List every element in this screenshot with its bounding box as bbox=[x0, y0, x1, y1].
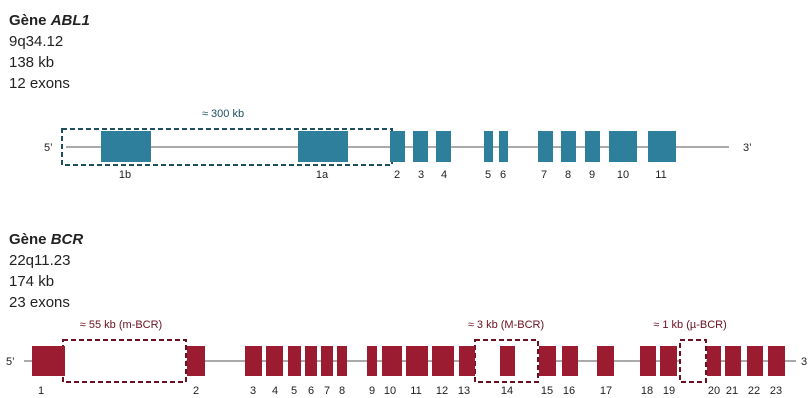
abl1-exon-label: 10 bbox=[617, 169, 629, 181]
bcr-region-label: ≈ 1 kb (µ-BCR) bbox=[653, 319, 727, 331]
bcr-exon-label: 23 bbox=[770, 385, 782, 397]
bcr-three-prime-label: 3 bbox=[801, 356, 807, 368]
abl1-size: 138 kb bbox=[9, 54, 55, 71]
abl1-exon-4 bbox=[436, 131, 451, 162]
bcr-exon-label: 20 bbox=[708, 385, 720, 397]
abl1-exon-label: 9 bbox=[589, 169, 595, 181]
bcr-size: 174 kb bbox=[9, 273, 55, 290]
bcr-exon-23 bbox=[768, 346, 785, 376]
abl1-exon-11 bbox=[648, 131, 676, 162]
bcr-exon-label: 12 bbox=[436, 385, 448, 397]
bcr-exon-label: 3 bbox=[250, 385, 256, 397]
bcr-exon-8 bbox=[337, 346, 347, 376]
abl1-exon-label: 1a bbox=[316, 169, 329, 181]
abl1-exon-label: 7 bbox=[541, 169, 547, 181]
bcr-exon-label: 8 bbox=[339, 385, 345, 397]
abl1-five-prime-label: 5’ bbox=[44, 142, 53, 154]
bcr-exon-19 bbox=[660, 346, 677, 376]
bcr-exon-label: 1 bbox=[38, 385, 44, 397]
bcr-exon-18 bbox=[640, 346, 656, 376]
abl1-exon-10 bbox=[609, 131, 637, 162]
abl1-exon-6 bbox=[499, 131, 508, 162]
abl1-exon-label: 3 bbox=[418, 169, 424, 181]
bcr-exon-label: 17 bbox=[600, 385, 612, 397]
bcr-gene-name: BCR bbox=[50, 231, 84, 248]
bcr-breakpoint-region bbox=[62, 339, 187, 383]
abl1-exon-1b bbox=[101, 131, 151, 162]
bcr-exon-16 bbox=[562, 346, 578, 376]
bcr-exon-15 bbox=[539, 346, 556, 376]
abl1-exon-2 bbox=[390, 131, 405, 162]
bcr-exon-label: 19 bbox=[663, 385, 675, 397]
bcr-exon-12 bbox=[432, 346, 454, 376]
bcr-five-prime-label: 5’ bbox=[6, 356, 15, 368]
bcr-title: Gène BCR bbox=[9, 229, 83, 250]
bcr-exon-21 bbox=[725, 346, 741, 376]
bcr-exon-label: 2 bbox=[193, 385, 199, 397]
bcr-exon-5 bbox=[288, 346, 301, 376]
abl1-exon-label: 6 bbox=[500, 169, 506, 181]
abl1-exon-label: 1b bbox=[119, 169, 131, 181]
bcr-exon-1 bbox=[32, 346, 65, 376]
bcr-exon-label: 14 bbox=[501, 385, 513, 397]
abl1-title-prefix: Gène bbox=[9, 12, 51, 29]
bcr-info: Gène BCR 22q11.23 174 kb 23 exons bbox=[9, 229, 83, 313]
bcr-exon-label: 9 bbox=[369, 385, 375, 397]
bcr-exon-label: 13 bbox=[458, 385, 470, 397]
bcr-title-prefix: Gène bbox=[9, 231, 51, 248]
bcr-exon-label: 18 bbox=[641, 385, 653, 397]
bcr-exon-17 bbox=[597, 346, 614, 376]
bcr-exon-label: 5 bbox=[291, 385, 297, 397]
abl1-exon-7 bbox=[538, 131, 553, 162]
abl1-title: Gène ABL1 bbox=[9, 10, 90, 31]
bcr-exon-label: 6 bbox=[308, 385, 314, 397]
abl1-exon-5 bbox=[484, 131, 493, 162]
bcr-exon-label: 22 bbox=[748, 385, 760, 397]
abl1-gene-name: ABL1 bbox=[50, 12, 90, 29]
bcr-exon-label: 21 bbox=[726, 385, 738, 397]
bcr-exon-14 bbox=[500, 346, 515, 376]
abl1-exon-8 bbox=[561, 131, 576, 162]
abl1-exon-count: 12 exons bbox=[9, 75, 70, 92]
bcr-exon-label: 16 bbox=[563, 385, 575, 397]
abl1-exon-label: 4 bbox=[441, 169, 447, 181]
abl1-exon-9 bbox=[585, 131, 600, 162]
bcr-exon-label: 7 bbox=[324, 385, 330, 397]
bcr-exon-20 bbox=[707, 346, 721, 376]
abl1-info: Gène ABL1 9q34.12 138 kb 12 exons bbox=[9, 10, 90, 94]
bcr-exon-9 bbox=[367, 346, 377, 376]
bcr-locus: 22q11.23 bbox=[9, 252, 71, 269]
abl1-exon-1a bbox=[298, 131, 348, 162]
bcr-exon-4 bbox=[266, 346, 283, 376]
bcr-region-label: ≈ 55 kb (m-BCR) bbox=[80, 319, 162, 331]
bcr-exon-count: 23 exons bbox=[9, 294, 70, 311]
bcr-exon-label: 4 bbox=[272, 385, 278, 397]
bcr-exon-label: 10 bbox=[384, 385, 396, 397]
bcr-exon-7 bbox=[321, 346, 333, 376]
bcr-exon-label: 11 bbox=[410, 385, 421, 397]
abl1-three-prime-label: 3’ bbox=[743, 142, 752, 154]
abl1-locus: 9q34.12 bbox=[9, 33, 64, 50]
abl1-exon-label: 11 bbox=[655, 169, 666, 181]
bcr-exon-10 bbox=[382, 346, 402, 376]
bcr-exon-22 bbox=[747, 346, 763, 376]
abl1-exon-label: 8 bbox=[565, 169, 571, 181]
abl1-region-label: ≈ 300 kb bbox=[202, 108, 244, 120]
bcr-exon-11 bbox=[406, 346, 428, 376]
bcr-exon-3 bbox=[245, 346, 262, 376]
bcr-exon-13 bbox=[459, 346, 475, 376]
abl1-exon-3 bbox=[413, 131, 428, 162]
abl1-exon-label: 5 bbox=[485, 169, 491, 181]
bcr-exon-6 bbox=[305, 346, 317, 376]
abl1-exon-label: 2 bbox=[394, 169, 400, 181]
bcr-exon-2 bbox=[187, 346, 205, 376]
bcr-region-label: ≈ 3 kb (M-BCR) bbox=[468, 319, 544, 331]
bcr-exon-label: 15 bbox=[541, 385, 553, 397]
bcr-breakpoint-region bbox=[679, 339, 707, 383]
